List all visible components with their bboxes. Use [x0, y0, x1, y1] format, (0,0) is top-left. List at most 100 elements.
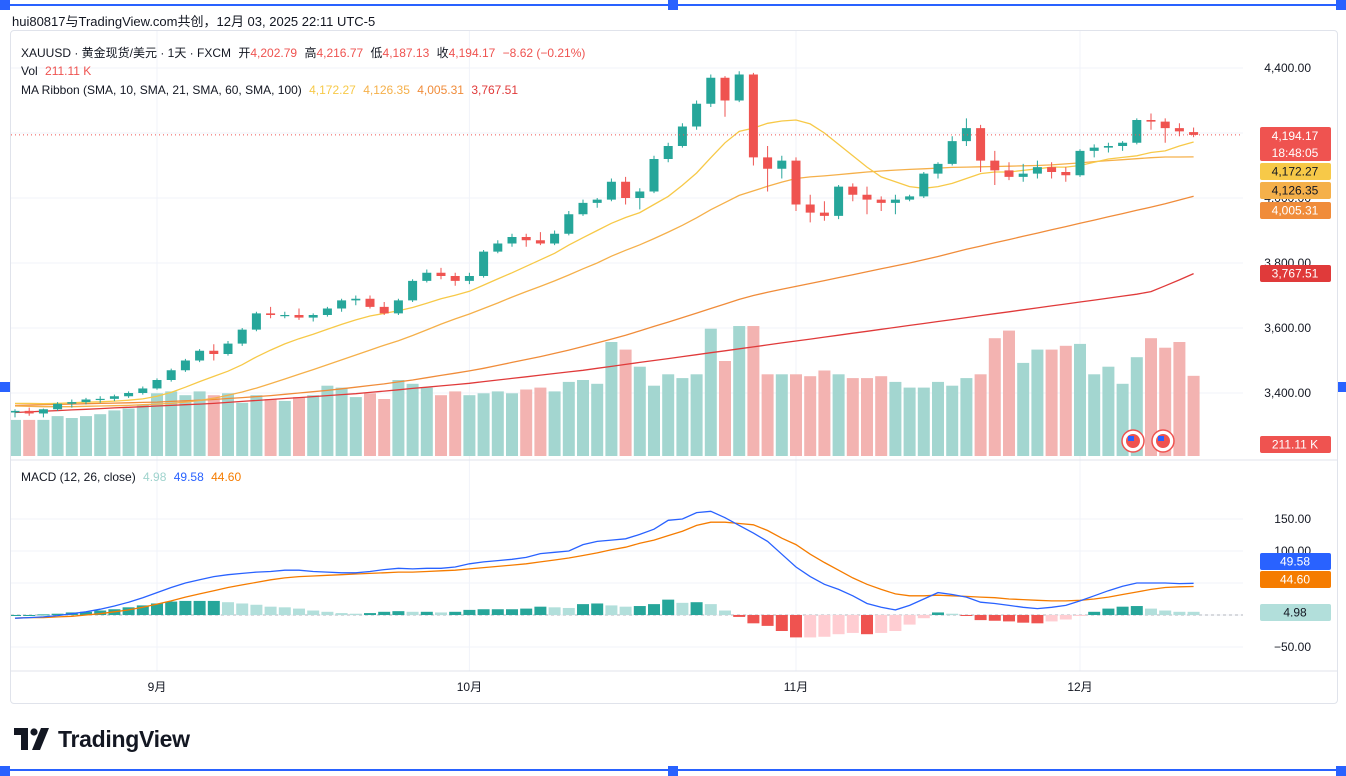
- macd-signal-line: [14, 521, 1194, 619]
- candle-18: [266, 306, 276, 319]
- candle-71: [1018, 163, 1028, 182]
- event-flag-icon-0: [1121, 429, 1145, 453]
- volume-bar-9: [136, 404, 149, 456]
- candle-65: [933, 162, 943, 179]
- candle-body-32: [464, 276, 474, 281]
- share-header: hui80817与TradingView.com共创，12月 03, 2025 …: [12, 14, 376, 29]
- volume-bar-35: [506, 393, 518, 456]
- volume-bar-61: [875, 376, 888, 456]
- candle-body-53: [763, 157, 773, 169]
- candle-body-14: [209, 350, 219, 354]
- high-label: 高: [304, 46, 317, 60]
- candle-body-63: [905, 196, 915, 200]
- macd-hist-bar-45: [648, 604, 660, 615]
- resize-handle-top[interactable]: [668, 0, 678, 10]
- macd-hist-bar-13: [193, 600, 206, 615]
- candle-11: [166, 368, 176, 382]
- macd-hist-bar-75: [1074, 615, 1086, 616]
- candle-24: [351, 295, 361, 306]
- macd-line-value: 49.58: [173, 470, 204, 484]
- candle-body-40: [578, 202, 588, 215]
- candle-body-82: [1174, 128, 1184, 132]
- event-flag-canton-0: [1128, 436, 1134, 441]
- resize-handle-left[interactable]: [0, 382, 10, 392]
- candles[interactable]: [10, 71, 1199, 418]
- candle-body-25: [365, 298, 375, 307]
- macd-hist-bar-83: [1187, 611, 1200, 615]
- macd-hist-bar-79: [1130, 606, 1143, 615]
- candle-35: [507, 233, 517, 247]
- candle-body-12: [180, 360, 190, 371]
- candle-body-3: [53, 403, 63, 410]
- candle-body-52: [748, 74, 758, 158]
- macd-tick-label-4: 150.00: [1274, 512, 1311, 526]
- resize-handle-bottom-left[interactable]: [0, 766, 10, 776]
- resize-handle-bottom-right[interactable]: [1336, 766, 1346, 776]
- chart-svg[interactable]: 3,400.003,600.003,800.004,000.004,200.00…: [9, 31, 1337, 703]
- macd-hist-bar-47: [676, 602, 689, 615]
- candle-82: [1174, 123, 1184, 137]
- macd-hist-bar-33: [477, 609, 490, 615]
- macd-hist-bar-46: [662, 599, 675, 615]
- candle-80: [1146, 113, 1156, 130]
- candle-28: [408, 279, 418, 302]
- event-flag-canton-1: [1158, 436, 1164, 441]
- price-tick-label-1: 3,600.00: [1264, 321, 1311, 335]
- candle-7: [109, 394, 119, 402]
- volume-bar-64: [917, 387, 930, 456]
- candle-body-0: [10, 410, 20, 413]
- candle-body-4: [67, 402, 77, 404]
- macd-hist-bar-63: [903, 615, 916, 625]
- volume-bar-83: [1187, 375, 1200, 456]
- volume-bar-12: [179, 395, 192, 456]
- candle-48: [692, 100, 702, 130]
- volume-bar-50: [719, 361, 731, 456]
- volume-bar-0: [9, 419, 21, 456]
- ma100-badge-text: 3,767.51: [1272, 267, 1319, 281]
- candle-66: [947, 136, 957, 166]
- volume-bar-67: [960, 378, 973, 456]
- ma60-line: [14, 195, 1194, 407]
- macd-hist-bar-20: [293, 608, 305, 615]
- macd-hist-bar-61: [875, 615, 888, 633]
- candle-3: [53, 402, 63, 411]
- resize-handle-right[interactable]: [1336, 382, 1346, 392]
- candle-body-46: [663, 146, 673, 159]
- chart-panel[interactable]: 3,400.003,600.003,800.004,000.004,200.00…: [9, 30, 1338, 704]
- ma-ribbon-label[interactable]: MA Ribbon (SMA, 10, SMA, 21, SMA, 60, SM…: [21, 83, 302, 97]
- vol-label[interactable]: Vol: [21, 64, 38, 78]
- candle-body-29: [422, 272, 432, 281]
- low-value: 4,187.13: [382, 46, 430, 60]
- candle-25: [365, 295, 375, 309]
- symbol-label[interactable]: XAUUSD · 黄金现货/美元 · 1天 · FXCM: [21, 46, 232, 60]
- candle-body-83: [1189, 132, 1199, 135]
- candle-81: [1160, 118, 1170, 143]
- macd-hist-bar-21: [307, 610, 320, 615]
- candle-55: [791, 157, 801, 211]
- volume-bar-53: [761, 374, 774, 456]
- time-tick-label-1: 10月: [457, 680, 482, 694]
- resize-handle-top-right[interactable]: [1336, 0, 1346, 10]
- candle-body-56: [805, 204, 815, 213]
- resize-handle-bottom[interactable]: [668, 766, 678, 776]
- volume-bar-17: [250, 395, 263, 456]
- macd-hist-bar-1: [23, 615, 36, 616]
- candle-body-80: [1146, 120, 1156, 122]
- candle-body-75: [1075, 150, 1085, 176]
- ma60-badge-bg: [1260, 202, 1331, 219]
- candle-body-7: [109, 396, 119, 399]
- ma10-badge-bg: [1260, 163, 1331, 180]
- volume-bar-57: [818, 370, 831, 456]
- candle-body-23: [337, 300, 347, 309]
- candle-body-31: [450, 276, 460, 281]
- resize-handle-top-left[interactable]: [0, 0, 10, 10]
- volume-bar-45: [648, 385, 660, 456]
- tradingview-logo[interactable]: TradingView: [14, 724, 190, 754]
- volume-bar-5: [80, 416, 92, 456]
- volume-bar-8: [122, 408, 135, 456]
- volume-bar-43: [619, 349, 632, 456]
- macd-label[interactable]: MACD (12, 26, close): [21, 470, 136, 484]
- candle-body-70: [1004, 170, 1014, 177]
- macd-hist-bar-42: [605, 605, 618, 615]
